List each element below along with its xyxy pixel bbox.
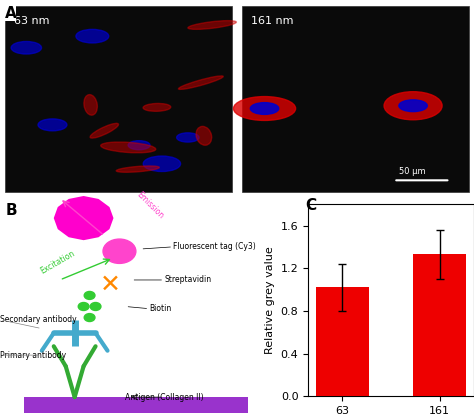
Ellipse shape [234,97,296,121]
Text: A: A [5,6,17,21]
Ellipse shape [116,166,159,172]
Circle shape [84,291,95,299]
Ellipse shape [84,95,97,115]
Text: ✕: ✕ [100,272,121,296]
Text: Secondary antibody: Secondary antibody [0,315,77,324]
Circle shape [76,29,109,43]
Circle shape [177,133,199,142]
Circle shape [38,119,67,131]
Ellipse shape [178,76,223,89]
Ellipse shape [90,123,118,138]
Bar [413,254,466,396]
FancyBboxPatch shape [5,6,232,192]
Text: Fluorescent tag (Cy3): Fluorescent tag (Cy3) [173,242,256,251]
Text: C: C [306,198,317,213]
FancyBboxPatch shape [24,397,248,412]
Circle shape [103,239,136,264]
Text: Biotin: Biotin [149,304,172,313]
Text: Primary antibody: Primary antibody [0,351,66,359]
Bar [316,287,369,396]
Text: Antigen (Collagen II): Antigen (Collagen II) [125,392,203,402]
Ellipse shape [100,142,156,153]
Circle shape [399,100,427,112]
Text: Streptavidin: Streptavidin [164,276,211,284]
Text: 50 μm: 50 μm [399,167,426,176]
Ellipse shape [196,126,212,145]
Text: Excitation: Excitation [39,249,76,276]
Circle shape [128,141,150,150]
Text: B: B [6,203,18,218]
Text: 63 nm: 63 nm [14,16,50,26]
Circle shape [84,314,95,322]
Circle shape [143,156,181,171]
Ellipse shape [188,20,237,29]
Y-axis label: Relative grey value: Relative grey value [265,246,275,354]
Circle shape [11,41,42,54]
FancyBboxPatch shape [242,6,469,192]
Circle shape [90,302,101,311]
Ellipse shape [384,92,442,120]
Text: 161 nm: 161 nm [251,16,294,26]
Text: Emission: Emission [135,190,165,220]
Circle shape [78,302,89,311]
Circle shape [250,103,279,114]
Ellipse shape [143,103,171,111]
